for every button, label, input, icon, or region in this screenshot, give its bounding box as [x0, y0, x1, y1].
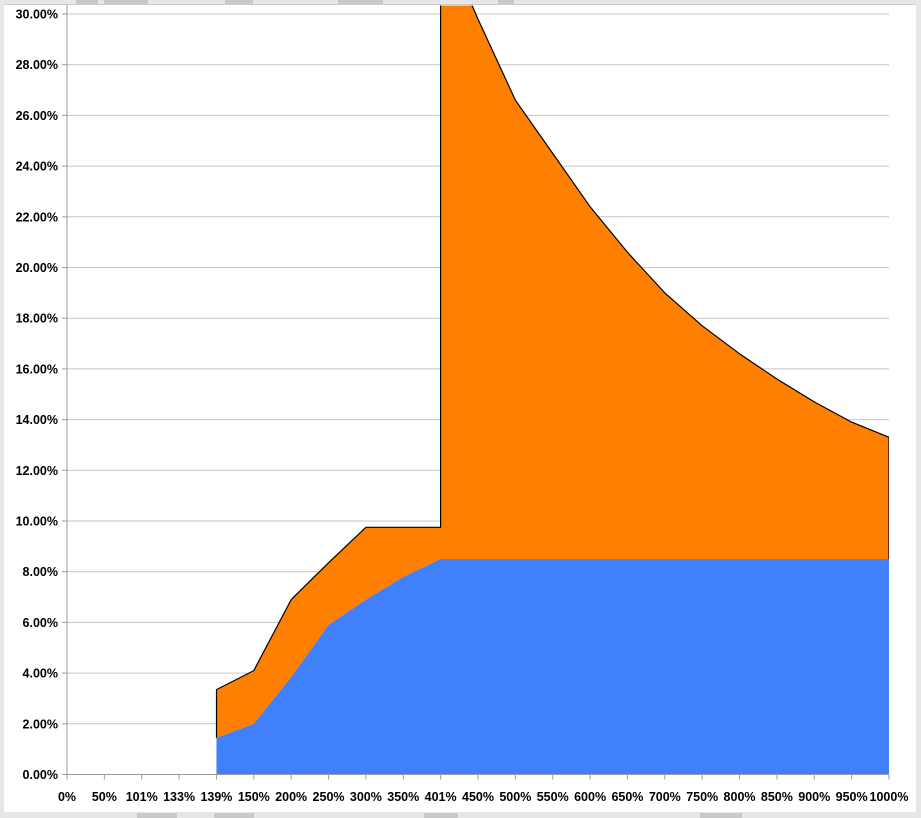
y-axis-tick-label: 6.00%: [23, 616, 58, 630]
cutoff-ui-fragment: [76, 0, 98, 4]
cutoff-ui-fragment: [137, 813, 177, 818]
x-axis-tick-label: 800%: [724, 790, 756, 804]
area-series: [215, 5, 889, 775]
y-axis-tick-label: 24.00%: [16, 160, 58, 174]
x-axis-tick-label: 200%: [275, 790, 307, 804]
x-axis-tick-label: 650%: [611, 790, 643, 804]
x-axis-tick-label: 150%: [238, 790, 270, 804]
cutoff-ui-fragment: [225, 0, 253, 4]
cutoff-ui-fragment: [104, 0, 148, 4]
x-axis-tick-label: 0%: [58, 790, 76, 804]
orange-series-outline: [215, 5, 889, 738]
cutoff-ui-fragment: [338, 0, 383, 4]
cutoff-ui-fragment: [424, 813, 458, 818]
y-axis-tick-label: 18.00%: [16, 312, 58, 326]
x-axis-tick-label: 139%: [200, 790, 232, 804]
x-axis-tick-labels: 0% 50% 101% 133% 139% 150% 200% 250% 300% 350% 401…: [58, 790, 909, 804]
x-axis-tick-label: 700%: [649, 790, 681, 804]
x-axis-tick-label: 133%: [163, 790, 195, 804]
y-axis-tick-label: 0.00%: [23, 768, 58, 782]
orange-area-series: [216, 5, 889, 738]
x-axis-tick-label: 450%: [462, 790, 494, 804]
y-axis-tick-label: 8.00%: [23, 565, 58, 579]
y-axis-tick-label: 26.00%: [16, 109, 58, 123]
blue-area-series: [216, 559, 889, 775]
axes: [62, 4, 890, 780]
cutoff-ui-fragment: [214, 813, 254, 818]
x-axis-tick-label: 300%: [350, 790, 382, 804]
x-axis-tick-label: 101%: [126, 790, 158, 804]
x-axis-tick-label: 500%: [499, 790, 531, 804]
x-axis-tick-label: 950%: [836, 790, 868, 804]
window-edge-right: [916, 0, 921, 818]
cutoff-ui-fragment: [498, 0, 514, 4]
y-axis-tick-label: 4.00%: [23, 667, 58, 681]
x-axis-tick-label: 850%: [761, 790, 793, 804]
x-axis-tick-label: 401%: [425, 790, 457, 804]
x-axis-tick-label: 50%: [92, 790, 117, 804]
y-axis-tick-label: 2.00%: [23, 717, 58, 731]
x-axis-tick-label: 750%: [686, 790, 718, 804]
y-axis-tick-label: 16.00%: [16, 362, 58, 376]
x-axis-tick-label: 600%: [574, 790, 606, 804]
x-axis-tick-label: 550%: [537, 790, 569, 804]
y-axis-tick-label: 30.00%: [16, 8, 58, 22]
y-axis-tick-label: 10.00%: [16, 515, 58, 529]
x-axis-tick-label: 250%: [313, 790, 345, 804]
y-axis-tick-label: 14.00%: [16, 413, 58, 427]
x-axis-tick-label: 350%: [387, 790, 419, 804]
y-axis-tick-label: 20.00%: [16, 261, 58, 275]
window-edge-top: [0, 0, 921, 4]
cutoff-ui-fragment: [700, 813, 742, 818]
y-axis-tick-labels: 0.00% 2.00% 4.00% 6.00% 8.00% 10.00% 12.00% 14.…: [16, 8, 58, 783]
x-axis-tick-label: 1000%: [870, 790, 909, 804]
y-axis-tick-label: 22.00%: [16, 210, 58, 224]
y-axis-tick-label: 12.00%: [16, 464, 58, 478]
x-axis-tick-label: 900%: [798, 790, 830, 804]
window-edge-bottom: [0, 812, 921, 818]
window-edge-left: [0, 0, 4, 818]
y-axis-tick-label: 28.00%: [16, 58, 58, 72]
